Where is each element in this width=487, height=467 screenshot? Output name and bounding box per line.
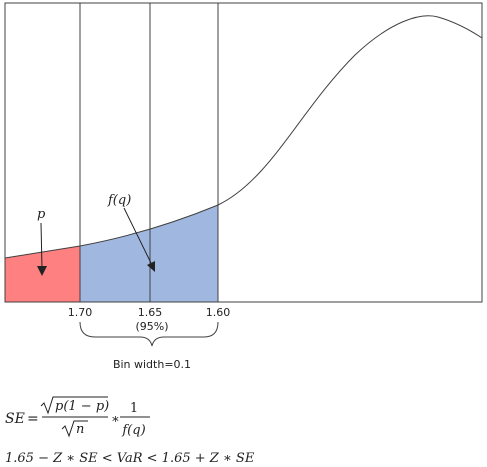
ci-formula: 1.65 − Z ∗ SE < VaR < 1.65 + Z ∗ SE	[5, 451, 255, 466]
se-times: ∗	[111, 412, 120, 427]
tick-label-165: 1.65	[138, 306, 163, 319]
density-curve	[4, 15, 483, 259]
frac2-num: 1	[130, 401, 138, 416]
se-equals: =	[27, 411, 39, 427]
fq-label: f(q)	[107, 193, 131, 208]
bin-width-label: Bin width=0.1	[113, 358, 191, 371]
sqrt-inner: p(1 − p)	[55, 399, 109, 414]
sqrt-sign-den	[61, 420, 88, 438]
sqrt-sign-num	[40, 396, 108, 415]
blue-bin-region	[80, 205, 218, 302]
sqrt-den: n	[76, 422, 84, 437]
frac2-den: f(q)	[121, 423, 145, 438]
p-arrowhead	[37, 266, 47, 276]
se-formula: SE = p(1 − p) n ∗ 1 f(q)	[5, 396, 150, 438]
plot-frame	[4, 2, 483, 303]
bin-curly-brace	[79, 321, 219, 347]
p-arrow	[40, 222, 43, 269]
fq-arrowhead	[147, 261, 155, 272]
tick-label-160: 1.60	[206, 306, 231, 319]
se-lhs: SE	[5, 411, 25, 427]
tick-label-170: 1.70	[68, 306, 93, 319]
fq-arrow	[123, 207, 152, 264]
tick-label-165-sub: (95%)	[135, 320, 168, 333]
p-label: p	[37, 207, 46, 222]
